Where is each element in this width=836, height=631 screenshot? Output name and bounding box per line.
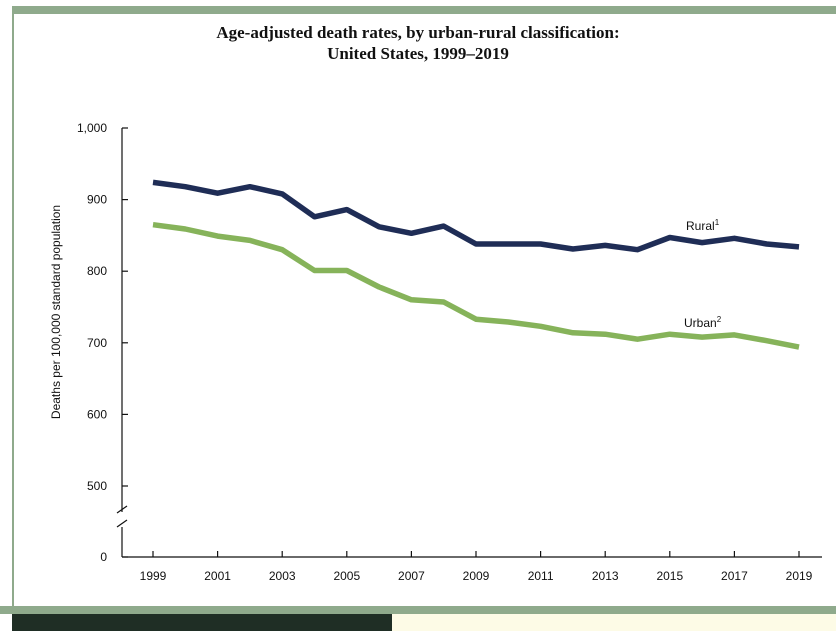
footer-dark-panel bbox=[12, 614, 392, 631]
x-tick-label: 2005 bbox=[333, 569, 360, 583]
x-tick-label: 2011 bbox=[528, 569, 554, 583]
chart-title-line-2: United States, 1999–2019 bbox=[327, 44, 509, 63]
series-label-urban: Urban2 bbox=[684, 315, 722, 330]
x-tick-label: 2001 bbox=[204, 569, 231, 583]
x-tick-label: 2013 bbox=[592, 569, 619, 583]
y-tick-label: 600 bbox=[87, 407, 107, 421]
y-tick-label: 0 bbox=[100, 550, 107, 564]
y-tick-label: 900 bbox=[87, 193, 107, 207]
y-axis-break-mark-lower bbox=[116, 519, 128, 528]
y-axis-break-mark-upper bbox=[116, 505, 128, 514]
frame-bottom-bar bbox=[0, 606, 836, 614]
x-tick-label: 2007 bbox=[398, 569, 425, 583]
frame-top-bar bbox=[12, 6, 836, 14]
series-label-rural: Rural1 bbox=[686, 218, 720, 233]
y-tick-label: 800 bbox=[87, 264, 107, 278]
x-tick-label: 2017 bbox=[721, 569, 748, 583]
x-tick-label: 2009 bbox=[463, 569, 490, 583]
x-tick-label: 2019 bbox=[786, 569, 813, 583]
chart-title: Age-adjusted death rates, by urban-rural… bbox=[60, 22, 776, 64]
y-axis-title: Deaths per 100,000 standard population bbox=[49, 205, 63, 419]
x-tick-label: 2003 bbox=[269, 569, 296, 583]
footer-light-panel bbox=[392, 614, 836, 631]
chart-title-line-1: Age-adjusted death rates, by urban-rural… bbox=[216, 23, 620, 42]
x-tick-label: 1999 bbox=[140, 569, 167, 583]
x-tick-label: 2015 bbox=[656, 569, 683, 583]
top-margin bbox=[0, 0, 836, 6]
frame-left-border bbox=[12, 6, 14, 609]
y-tick-label: 1,000 bbox=[77, 121, 107, 135]
y-tick-label: 500 bbox=[87, 479, 107, 493]
y-tick-label: 700 bbox=[87, 336, 107, 350]
